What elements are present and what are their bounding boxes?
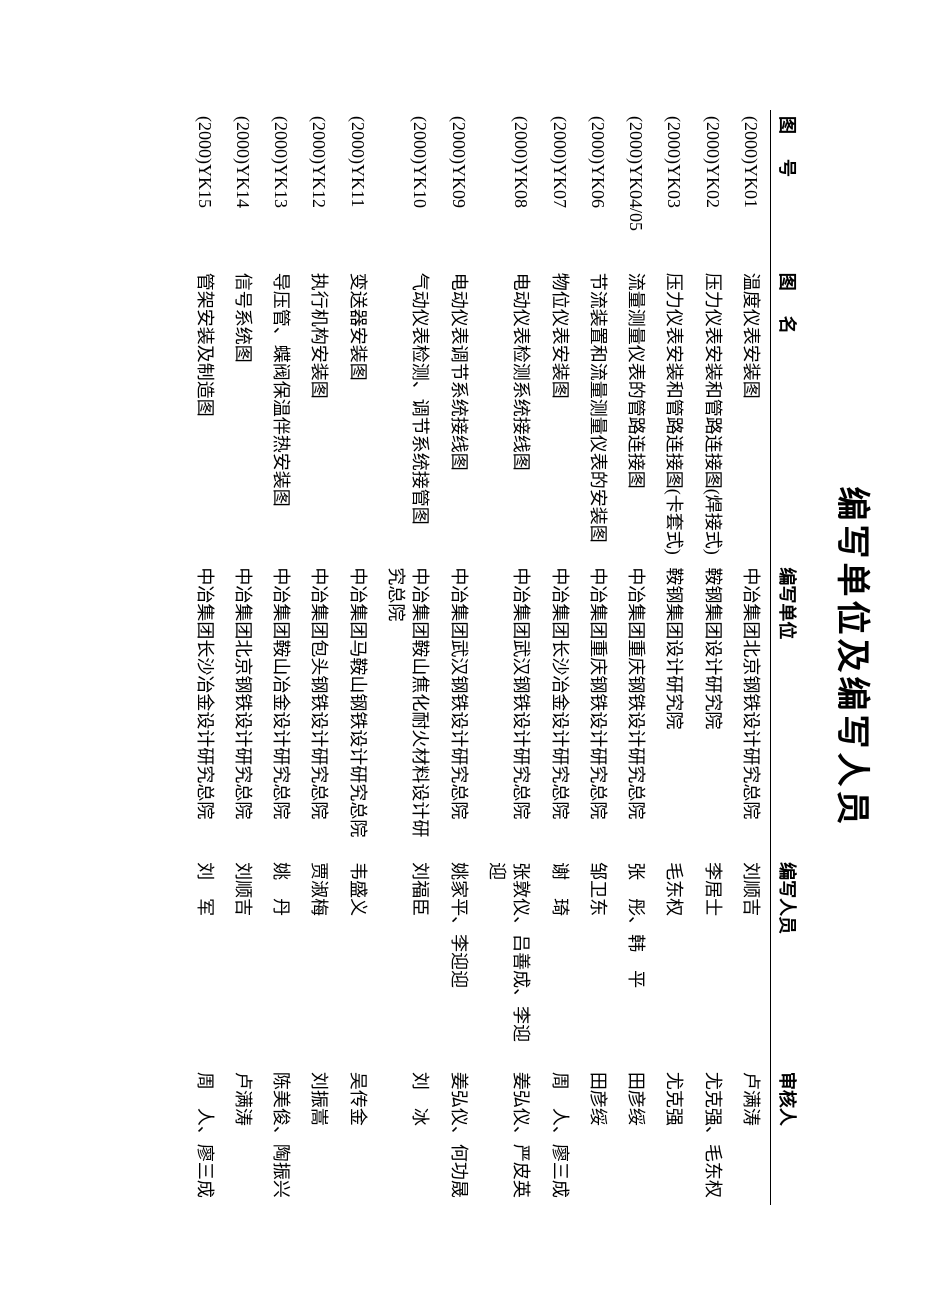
table-row: (2000)YK12执行机构安装图中冶集团包头钢铁设计研究总院贾淑梅刘振嵩 — [300, 110, 338, 1205]
table-row: (2000)YK04/05流量测量仪表的管路连接图中冶集团重庆钢铁设计研究总院张… — [617, 110, 655, 1205]
table-row: (2000)YK09电动仪表调节系统接线图中冶集团武汉钢铁设计研究总院姚家平、李… — [439, 110, 477, 1205]
cell-org: 中冶集团武汉钢铁设计研究总院 — [439, 561, 477, 856]
cell-authors: 邹卫东 — [579, 856, 617, 1066]
cell-name: 电动仪表调节系统接线图 — [439, 267, 477, 562]
cell-authors: 谢 琦 — [540, 856, 578, 1066]
cell-reviewers: 姜弘仪、严皮英 — [478, 1066, 541, 1205]
cell-reviewers: 陈美俊、陶振兴 — [262, 1066, 300, 1205]
cell-reviewers: 吴传金 — [338, 1066, 376, 1205]
table-row: (2000)YK15管架安装及制造图中冶集团长沙冶金设计研究总院刘 军周 人、廖… — [185, 110, 223, 1205]
cell-authors: 韦盛义 — [338, 856, 376, 1066]
cell-org: 鞍钢集团设计研究院 — [693, 561, 731, 856]
cell-authors: 刘顺吉 — [732, 856, 771, 1066]
page-title: 编写单位及编写人员 — [831, 110, 880, 1205]
cell-org: 中冶集团重庆钢铁设计研究总院 — [617, 561, 655, 856]
cell-name: 执行机构安装图 — [300, 267, 338, 562]
cell-id: (2000)YK08 — [478, 110, 541, 267]
cell-id: (2000)YK10 — [377, 110, 440, 267]
table-header-row: 图 号 图 名 编写单位 编写人员 审核人 — [771, 110, 804, 1205]
cell-id: (2000)YK03 — [655, 110, 693, 267]
cell-name: 流量测量仪表的管路连接图 — [617, 267, 655, 562]
col-header-org: 编写单位 — [771, 561, 804, 856]
col-header-reviewers: 审核人 — [771, 1066, 804, 1205]
table-row: (2000)YK13导压管、蝶阀保温伴热安装图中冶集团鞍山冶金设计研究总院姚 丹… — [262, 110, 300, 1205]
cell-reviewers: 刘 冰 — [377, 1066, 440, 1205]
cell-id: (2000)YK15 — [185, 110, 223, 267]
table-body: (2000)YK01温度仪表安装图中冶集团北京钢铁设计研究总院刘顺吉卢满涛 (2… — [185, 110, 770, 1205]
cell-id: (2000)YK11 — [338, 110, 376, 267]
table-row: (2000)YK10气动仪表检测、调节系统接管图中冶集团鞍山焦化耐火材料设计研究… — [377, 110, 440, 1205]
table-row: (2000)YK03压力仪表安装和管路连接图(卡套式)鞍钢集团设计研究院毛东权尤… — [655, 110, 693, 1205]
cell-authors: 姚家平、李迎迎 — [439, 856, 477, 1066]
cell-id: (2000)YK13 — [262, 110, 300, 267]
cell-org: 中冶集团马鞍山钢铁设计研究总院 — [338, 561, 376, 856]
cell-org: 中冶集团重庆钢铁设计研究总院 — [579, 561, 617, 856]
cell-id: (2000)YK02 — [693, 110, 731, 267]
cell-org: 中冶集团武汉钢铁设计研究总院 — [478, 561, 541, 856]
cell-authors: 毛东权 — [655, 856, 693, 1066]
cell-id: (2000)YK01 — [732, 110, 771, 267]
cell-id: (2000)YK07 — [540, 110, 578, 267]
table-row: (2000)YK06节流装置和流量测量仪表的安装图中冶集团重庆钢铁设计研究总院邹… — [579, 110, 617, 1205]
cell-name: 压力仪表安装和管路连接图(焊接式) — [693, 267, 731, 562]
cell-reviewers: 尤克强 — [655, 1066, 693, 1205]
cell-name: 温度仪表安装图 — [732, 267, 771, 562]
drawings-table: 图 号 图 名 编写单位 编写人员 审核人 (2000)YK01温度仪表安装图中… — [185, 110, 803, 1205]
cell-reviewers: 周 人、廖三成 — [185, 1066, 223, 1205]
table-row: (2000)YK11变送器安装图中冶集团马鞍山钢铁设计研究总院韦盛义吴传金 — [338, 110, 376, 1205]
cell-name: 变送器安装图 — [338, 267, 376, 562]
cell-name: 信号系统图 — [224, 267, 262, 562]
cell-authors: 姚 丹 — [262, 856, 300, 1066]
cell-name: 压力仪表安装和管路连接图(卡套式) — [655, 267, 693, 562]
cell-org: 中冶集团鞍山冶金设计研究总院 — [262, 561, 300, 856]
cell-reviewers: 田彦绥 — [579, 1066, 617, 1205]
cell-id: (2000)YK14 — [224, 110, 262, 267]
table-row: (2000)YK14信号系统图中冶集团北京钢铁设计研究总院刘顺吉卢满涛 — [224, 110, 262, 1205]
cell-reviewers: 卢满涛 — [224, 1066, 262, 1205]
cell-name: 导压管、蝶阀保温伴热安装图 — [262, 267, 300, 562]
cell-org: 中冶集团北京钢铁设计研究总院 — [224, 561, 262, 856]
cell-authors: 刘福臣 — [377, 856, 440, 1066]
col-header-authors: 编写人员 — [771, 856, 804, 1066]
cell-id: (2000)YK06 — [579, 110, 617, 267]
cell-org: 中冶集团鞍山焦化耐火材料设计研究总院 — [377, 561, 440, 856]
col-header-id: 图 号 — [771, 110, 804, 267]
cell-authors: 贾淑梅 — [300, 856, 338, 1066]
cell-authors: 刘 军 — [185, 856, 223, 1066]
cell-reviewers: 田彦绥 — [617, 1066, 655, 1205]
cell-org: 中冶集团北京钢铁设计研究总院 — [732, 561, 771, 856]
cell-id: (2000)YK04/05 — [617, 110, 655, 267]
cell-reviewers: 卢满涛 — [732, 1066, 771, 1205]
cell-id: (2000)YK12 — [300, 110, 338, 267]
cell-authors: 张 彤、韩 平 — [617, 856, 655, 1066]
cell-authors: 张敦仪、吕善成、李迎迎 — [478, 856, 541, 1066]
cell-name: 管架安装及制造图 — [185, 267, 223, 562]
cell-name: 节流装置和流量测量仪表的安装图 — [579, 267, 617, 562]
cell-name: 气动仪表检测、调节系统接管图 — [377, 267, 440, 562]
cell-org: 鞍钢集团设计研究院 — [655, 561, 693, 856]
cell-reviewers: 刘振嵩 — [300, 1066, 338, 1205]
table-row: (2000)YK07物位仪表安装图中冶集团长沙冶金设计研究总院谢 琦周 人、廖三… — [540, 110, 578, 1205]
cell-reviewers: 周 人、廖三成 — [540, 1066, 578, 1205]
col-header-name: 图 名 — [771, 267, 804, 562]
cell-name: 物位仪表安装图 — [540, 267, 578, 562]
table-row: (2000)YK02压力仪表安装和管路连接图(焊接式)鞍钢集团设计研究院李居士尤… — [693, 110, 731, 1205]
cell-org: 中冶集团长沙冶金设计研究总院 — [540, 561, 578, 856]
cell-org: 中冶集团长沙冶金设计研究总院 — [185, 561, 223, 856]
document-page: 编写单位及编写人员 图 号 图 名 编写单位 编写人员 审核人 (2000)YK… — [0, 0, 950, 1295]
cell-id: (2000)YK09 — [439, 110, 477, 267]
cell-name: 电动仪表检测系统接线图 — [478, 267, 541, 562]
table-row: (2000)YK08电动仪表检测系统接线图中冶集团武汉钢铁设计研究总院张敦仪、吕… — [478, 110, 541, 1205]
cell-reviewers: 姜弘仪、何功晟 — [439, 1066, 477, 1205]
table-row: (2000)YK01温度仪表安装图中冶集团北京钢铁设计研究总院刘顺吉卢满涛 — [732, 110, 771, 1205]
cell-org: 中冶集团包头钢铁设计研究总院 — [300, 561, 338, 856]
cell-authors: 李居士 — [693, 856, 731, 1066]
cell-authors: 刘顺吉 — [224, 856, 262, 1066]
cell-reviewers: 尤克强、毛东权 — [693, 1066, 731, 1205]
